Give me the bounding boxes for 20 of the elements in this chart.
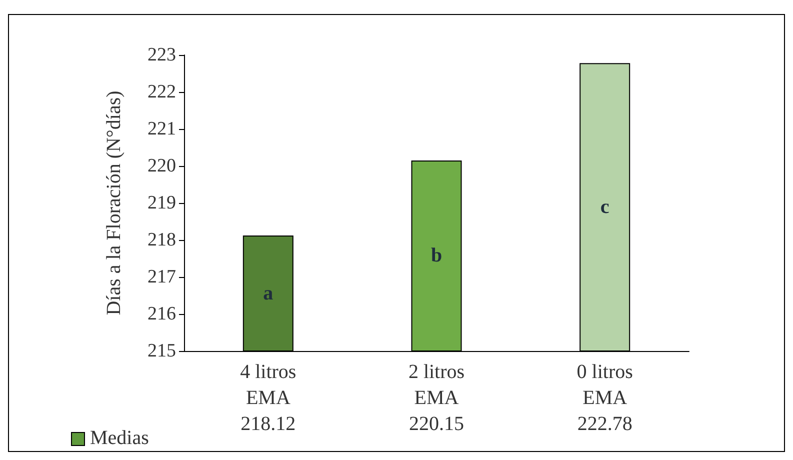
- annotation: c: [600, 196, 610, 218]
- y-tick-label: 215: [148, 340, 176, 362]
- x-tick-label: 4 litros EMA: [240, 361, 296, 409]
- y-tick-label: 220: [148, 156, 176, 176]
- data-label: 220.15: [409, 413, 464, 435]
- x-tick-label: 2 litros EMA: [408, 361, 465, 409]
- y-tick-label: 216: [148, 304, 176, 324]
- annotation: b: [430, 244, 442, 267]
- y-tick-label: 222: [148, 82, 176, 102]
- y-tick-label: 221: [148, 118, 176, 140]
- y-tick-label: 218: [148, 230, 176, 250]
- data-label: 222.78: [577, 413, 632, 435]
- y-axis-title: Días a la Floración (N°días): [103, 90, 125, 316]
- data-label: 218.12: [240, 413, 296, 435]
- y-tick-label: 223: [148, 44, 176, 66]
- x-tick-label: 0 litros EMA: [576, 361, 634, 409]
- annotation: a: [263, 282, 274, 304]
- y-tick-label: 219: [148, 192, 176, 214]
- y-tick-label: 217: [148, 266, 176, 288]
- text: Medias: [90, 427, 149, 450]
